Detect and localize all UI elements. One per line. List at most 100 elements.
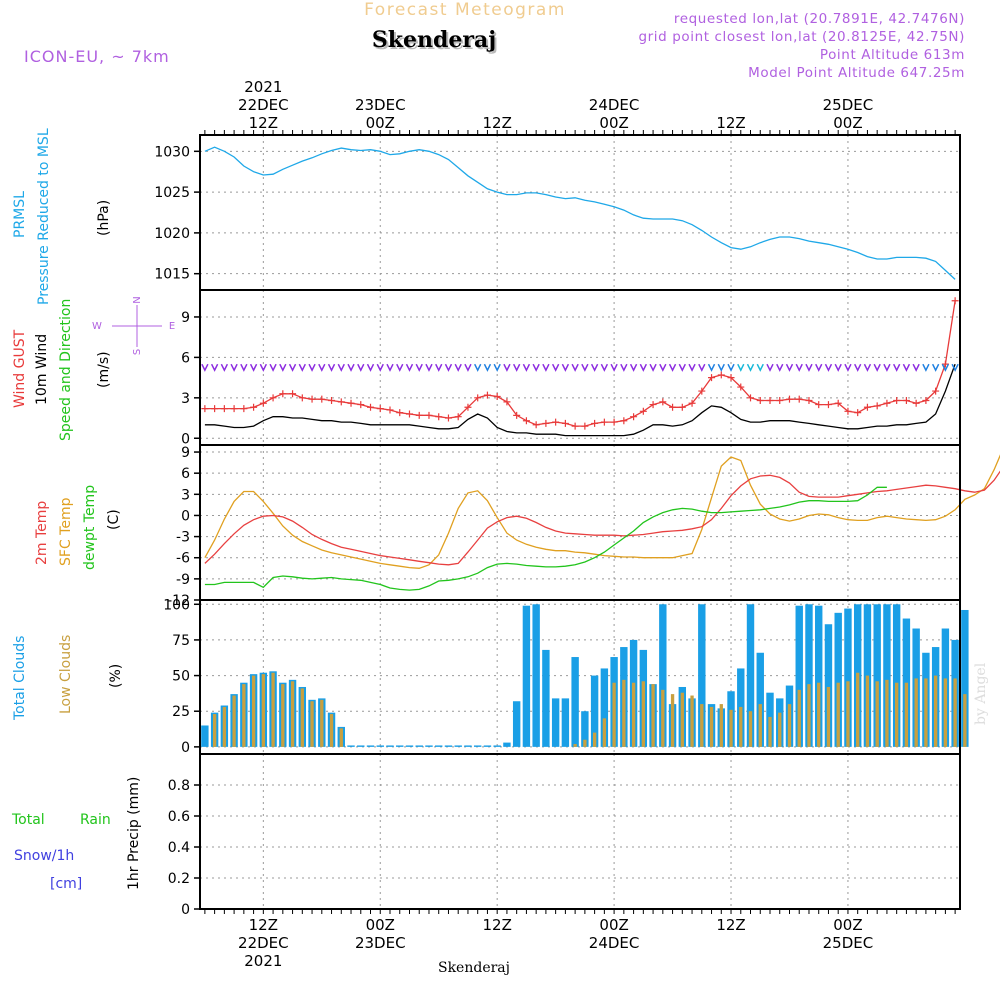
low-cloud-bar (320, 699, 324, 747)
point-altitude: Point Altitude 613m (820, 47, 965, 63)
time-label-top: 12Z (249, 114, 278, 132)
wind-arrow (279, 363, 287, 372)
wind-arrow (951, 363, 959, 372)
gust-point (435, 413, 443, 421)
temp-unit: (C) (106, 509, 122, 530)
compass-w: W (92, 321, 102, 332)
low-cloud-bar (914, 678, 918, 747)
wind-arrow (892, 363, 901, 372)
total-cloud-bar (415, 745, 423, 747)
wind-arrow (727, 363, 735, 372)
wind-arrow (405, 363, 414, 372)
gust-point (289, 390, 297, 398)
y-tick-label: 1030 (154, 144, 190, 160)
y-tick-label: 0.6 (168, 809, 190, 825)
total-cloud-bar (756, 652, 764, 747)
gust-point (464, 403, 472, 411)
compass-n: N (132, 296, 143, 303)
gust-point (318, 395, 326, 403)
low-cloud-bar (271, 672, 275, 747)
wind-arrow (610, 363, 618, 372)
gust-point (240, 405, 248, 413)
gust-point (630, 413, 638, 421)
gust-point (298, 394, 306, 402)
wind-arrow (717, 363, 725, 372)
low-cloud-bar (641, 681, 645, 747)
gust-point (328, 397, 336, 405)
wind-arrow (571, 363, 579, 372)
gust-point (737, 383, 745, 391)
wind-arrow (649, 363, 657, 372)
wind-arrow (357, 363, 365, 372)
total-cloud-bar (532, 604, 540, 747)
model-label: ICON-EU, ~ 7km (24, 47, 170, 66)
gust-point (386, 406, 394, 414)
gust-point (396, 409, 404, 417)
total-cloud-bar (201, 725, 209, 747)
time-label-top: 12Z (716, 114, 745, 132)
low-cloud-bar (242, 684, 246, 747)
gust-point (269, 394, 277, 402)
total-cloud-bar (571, 657, 579, 747)
low-cloud-bar (212, 714, 217, 747)
low-cloud-bar (953, 678, 957, 747)
gust-point (532, 421, 540, 429)
total-cloud-bar (746, 604, 755, 747)
wind-arrow (776, 363, 784, 372)
total-cloud-bar (844, 608, 852, 747)
gust-point (415, 411, 423, 419)
wind10m-line (204, 363, 956, 437)
gust-point (610, 418, 618, 426)
low-cloud-bar (768, 716, 772, 747)
time-label-top: 24DEC (589, 96, 640, 114)
gust-point (893, 397, 901, 405)
time-label-bottom: 00Z (833, 916, 862, 934)
gust-point (912, 399, 920, 407)
wind-arrow (376, 363, 384, 372)
wind-arrow (464, 363, 472, 372)
gust-point (600, 418, 608, 426)
total-cloud-bar (366, 745, 375, 747)
wind-arrow (347, 363, 355, 372)
wind-arrow (561, 363, 570, 372)
total-cloud-bar (698, 604, 706, 747)
wind-arrow (863, 363, 872, 372)
low-cloud-bar (680, 692, 684, 747)
low-cloud-bar (778, 712, 782, 747)
gust-label: Wind GUST (12, 329, 28, 408)
low-cloud-bar (670, 694, 675, 747)
wind-arrow (854, 363, 862, 372)
gust-point (815, 401, 823, 409)
time-label-bottom: 00Z (366, 916, 395, 934)
wind10m-label: 10m Wind (34, 334, 50, 405)
gust-point (688, 399, 696, 407)
low-cloud-bar (904, 682, 909, 747)
low-cloud-bar (339, 728, 343, 747)
low-cloud-bar (963, 694, 967, 747)
low-clouds-label: Low Clouds (58, 635, 74, 714)
y-tick-label: 3 (181, 391, 190, 407)
wind-arrow (707, 363, 716, 372)
gust-point (727, 374, 735, 382)
data-layer (200, 146, 1000, 910)
sfc-temp-label: SFC Temp (58, 497, 74, 566)
wind-arrow (668, 363, 677, 372)
total-cloud-bar (824, 624, 833, 747)
total-cloud-bar (435, 745, 443, 747)
wind-arrow (756, 363, 764, 372)
gust-point (279, 390, 287, 398)
precip-unit-label: 1hr Precip (mm) (126, 777, 142, 890)
wind-arrow (396, 363, 404, 372)
gust-point (503, 398, 511, 406)
prmsl-label: PRMSL (12, 191, 28, 238)
pressure-line (204, 146, 956, 280)
low-cloud-bar (700, 704, 704, 747)
wind-arrow (551, 363, 560, 372)
wind-arrow (259, 363, 268, 372)
axis-layer: 10151020102510300369-12-9-6-303690255075… (154, 78, 956, 970)
temp2m-label: 2m Temp (34, 501, 50, 565)
model-altitude: Model Point Altitude 647.25m (748, 65, 965, 81)
grid-layer (200, 135, 960, 910)
wind-arrow (522, 363, 531, 372)
gust-point (951, 297, 959, 305)
